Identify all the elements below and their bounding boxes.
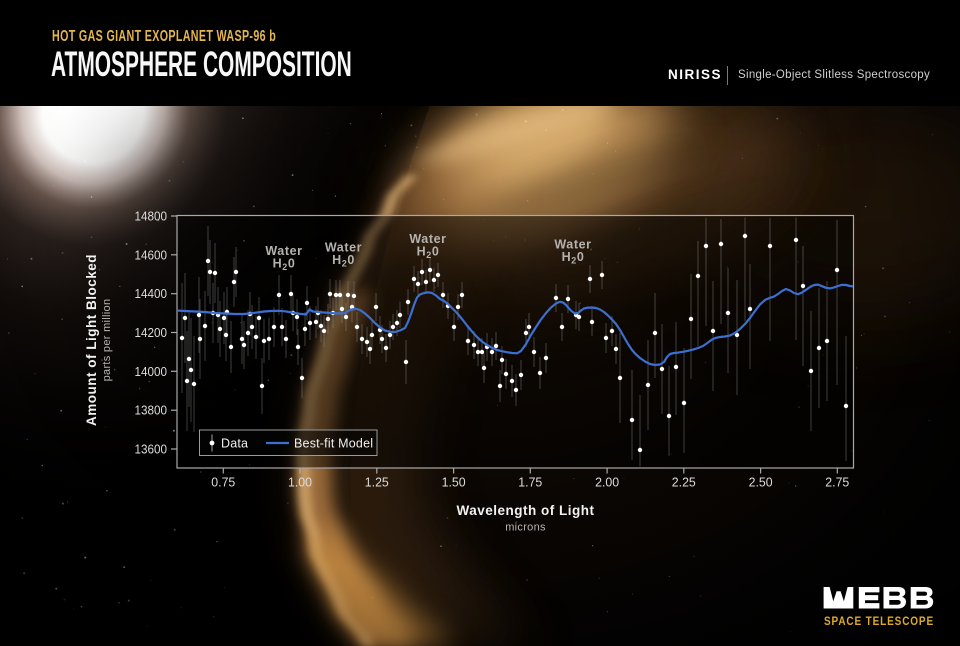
- svg-text:14000: 14000: [135, 364, 168, 379]
- svg-text:14600: 14600: [135, 247, 168, 262]
- svg-text:14400: 14400: [135, 286, 168, 301]
- svg-text:SPACE TELESCOPE: SPACE TELESCOPE: [824, 616, 934, 628]
- svg-text:Water: Water: [554, 238, 591, 252]
- svg-text:1.25: 1.25: [365, 475, 389, 490]
- svg-text:1.00: 1.00: [288, 475, 312, 490]
- svg-text:13800: 13800: [135, 403, 168, 418]
- svg-text:microns: microns: [505, 522, 546, 534]
- svg-text:1.75: 1.75: [518, 475, 542, 490]
- svg-text:Water: Water: [409, 232, 446, 246]
- svg-text:parts per million: parts per million: [101, 299, 113, 382]
- svg-text:13600: 13600: [135, 442, 168, 457]
- svg-text:2.75: 2.75: [825, 475, 849, 490]
- svg-text:Amount of Light Blocked: Amount of Light Blocked: [84, 254, 99, 426]
- svg-text:Wavelength of Light: Wavelength of Light: [457, 503, 595, 518]
- svg-text:Water: Water: [325, 241, 362, 255]
- svg-text:H20: H20: [417, 245, 440, 261]
- svg-text:H20: H20: [562, 250, 585, 266]
- svg-text:1.50: 1.50: [442, 475, 466, 490]
- svg-text:H20: H20: [273, 257, 296, 273]
- svg-text:2.25: 2.25: [672, 475, 696, 490]
- svg-text:Water: Water: [265, 244, 302, 258]
- svg-text:0.75: 0.75: [211, 475, 235, 490]
- svg-text:14800: 14800: [135, 209, 168, 224]
- svg-text:H20: H20: [332, 253, 355, 269]
- svg-text:2.50: 2.50: [749, 475, 773, 490]
- svg-text:2.00: 2.00: [595, 475, 619, 490]
- svg-text:Best-fit Model: Best-fit Model: [294, 437, 373, 451]
- svg-text:Data: Data: [221, 437, 248, 451]
- svg-text:14200: 14200: [135, 325, 168, 340]
